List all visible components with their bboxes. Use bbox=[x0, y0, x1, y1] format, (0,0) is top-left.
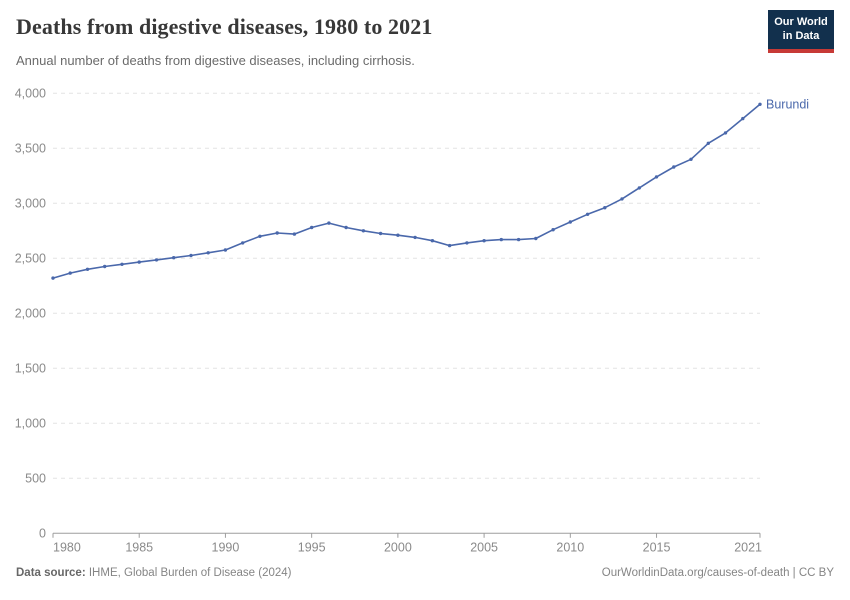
data-point[interactable] bbox=[103, 264, 107, 269]
y-tick-label: 3,500 bbox=[15, 142, 46, 156]
data-point[interactable] bbox=[706, 141, 710, 145]
series-label-burundi[interactable]: Burundi bbox=[766, 97, 809, 111]
owid-logo[interactable]: Our World in Data bbox=[768, 10, 834, 53]
page-title: Deaths from digestive diseases, 1980 to … bbox=[16, 14, 433, 39]
x-tick-label: 2005 bbox=[470, 540, 498, 554]
x-tick-label: 2000 bbox=[384, 540, 412, 554]
data-point[interactable] bbox=[620, 197, 624, 201]
y-tick-label: 1,500 bbox=[15, 362, 46, 376]
data-point[interactable] bbox=[516, 237, 521, 242]
x-tick-label: 1995 bbox=[298, 540, 326, 554]
data-line-burundi[interactable] bbox=[52, 103, 761, 279]
y-tick-label: 1,000 bbox=[15, 417, 46, 431]
data-point[interactable] bbox=[603, 206, 607, 210]
x-tick-label: 2010 bbox=[556, 540, 584, 554]
data-point[interactable] bbox=[172, 256, 176, 260]
data-point[interactable] bbox=[396, 233, 400, 237]
y-tick-label: 2,500 bbox=[15, 252, 46, 266]
data-point[interactable] bbox=[723, 131, 728, 135]
data-point[interactable] bbox=[568, 220, 572, 224]
data-source: Data source: IHME, Global Burden of Dise… bbox=[16, 567, 292, 579]
chart-footer: Data source: IHME, Global Burden of Dise… bbox=[16, 567, 834, 579]
footer-link[interactable]: OurWorldinData.org/causes-of-death | CC … bbox=[601, 567, 834, 579]
data-point[interactable] bbox=[482, 239, 486, 243]
data-point[interactable] bbox=[310, 225, 314, 230]
y-tick-label: 4,000 bbox=[15, 87, 46, 101]
data-source-label: Data source: bbox=[16, 567, 86, 579]
data-point[interactable] bbox=[85, 267, 90, 271]
data-point[interactable] bbox=[120, 262, 124, 266]
x-tick-label: 1980 bbox=[53, 540, 81, 554]
data-point[interactable] bbox=[534, 236, 538, 241]
x-tick-label: 1985 bbox=[125, 540, 153, 554]
y-tick-label: 0 bbox=[39, 527, 46, 541]
data-point[interactable] bbox=[413, 235, 417, 240]
data-point[interactable] bbox=[258, 234, 262, 238]
data-point[interactable] bbox=[292, 232, 297, 236]
data-point[interactable] bbox=[137, 260, 141, 264]
data-point[interactable] bbox=[465, 241, 469, 245]
data-point[interactable] bbox=[447, 243, 452, 248]
data-point[interactable] bbox=[344, 225, 348, 230]
x-tick-label: 2021 bbox=[734, 540, 762, 554]
y-tick-label: 3,000 bbox=[15, 197, 46, 211]
data-point[interactable] bbox=[241, 241, 245, 245]
data-point[interactable] bbox=[637, 186, 641, 190]
data-point[interactable] bbox=[654, 175, 659, 179]
owid-logo-redbar bbox=[768, 48, 834, 53]
data-source-text: IHME, Global Burden of Disease (2024) bbox=[85, 567, 292, 579]
data-point[interactable] bbox=[585, 212, 590, 216]
data-point[interactable] bbox=[499, 237, 503, 242]
owid-logo-text: Our World in Data bbox=[768, 10, 834, 49]
data-point[interactable] bbox=[741, 116, 745, 121]
data-point[interactable] bbox=[223, 248, 228, 252]
chart-subtitle: Annual number of deaths from digestive d… bbox=[16, 53, 415, 68]
data-point[interactable] bbox=[275, 231, 279, 235]
data-point[interactable] bbox=[551, 228, 555, 232]
data-point[interactable] bbox=[758, 102, 762, 107]
x-tick-label: 1990 bbox=[212, 540, 240, 554]
data-point[interactable] bbox=[206, 251, 210, 255]
data-point[interactable] bbox=[327, 221, 331, 225]
data-point[interactable] bbox=[430, 239, 435, 243]
y-tick-label: 500 bbox=[25, 472, 46, 486]
x-tick-label: 2015 bbox=[643, 540, 671, 554]
data-point[interactable] bbox=[51, 276, 55, 280]
data-point[interactable] bbox=[189, 253, 193, 258]
data-point[interactable] bbox=[378, 231, 383, 236]
y-tick-label: 2,000 bbox=[15, 307, 46, 321]
data-point[interactable] bbox=[672, 165, 676, 169]
data-point[interactable] bbox=[361, 229, 366, 233]
data-point[interactable] bbox=[68, 271, 72, 275]
data-point[interactable] bbox=[689, 157, 693, 161]
data-point[interactable] bbox=[154, 258, 159, 262]
